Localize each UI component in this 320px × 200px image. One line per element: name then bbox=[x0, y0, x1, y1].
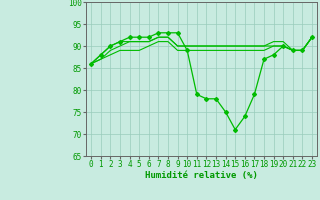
X-axis label: Humidité relative (%): Humidité relative (%) bbox=[145, 171, 258, 180]
